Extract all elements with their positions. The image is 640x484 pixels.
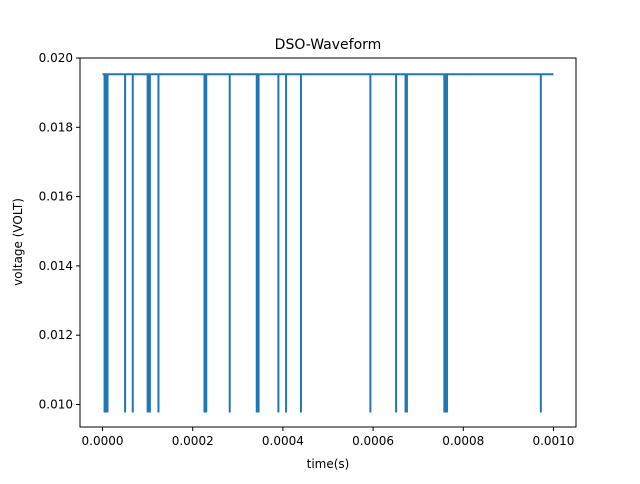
y-axis-label: voltage (VOLT)	[11, 198, 25, 286]
y-tick-label: 0.012	[39, 328, 73, 342]
x-tick-label: 0.0010	[532, 434, 574, 448]
x-tick-label: 0.0002	[172, 434, 214, 448]
y-tick-label: 0.014	[39, 259, 73, 273]
y-tick-label: 0.010	[39, 397, 73, 411]
x-tick-label: 0.0006	[352, 434, 394, 448]
y-tick-label: 0.018	[39, 120, 73, 134]
plot-area	[102, 73, 554, 413]
x-axis: 0.0000 0.0002 0.0004 0.0006 0.0008 0.0010	[82, 427, 574, 448]
axes-frame	[79, 57, 577, 428]
chart-title: DSO-Waveform	[275, 37, 382, 53]
x-axis-label: time(s)	[307, 457, 350, 471]
y-tick-label: 0.016	[39, 190, 73, 204]
series-line-0	[102, 73, 554, 413]
x-tick-label: 0.0004	[262, 434, 304, 448]
x-tick-label: 0.0000	[82, 434, 124, 448]
y-axis: 0.010 0.012 0.014 0.016 0.018 0.020	[39, 51, 80, 411]
x-tick-label: 0.0008	[442, 434, 484, 448]
y-tick-label: 0.020	[39, 51, 73, 65]
